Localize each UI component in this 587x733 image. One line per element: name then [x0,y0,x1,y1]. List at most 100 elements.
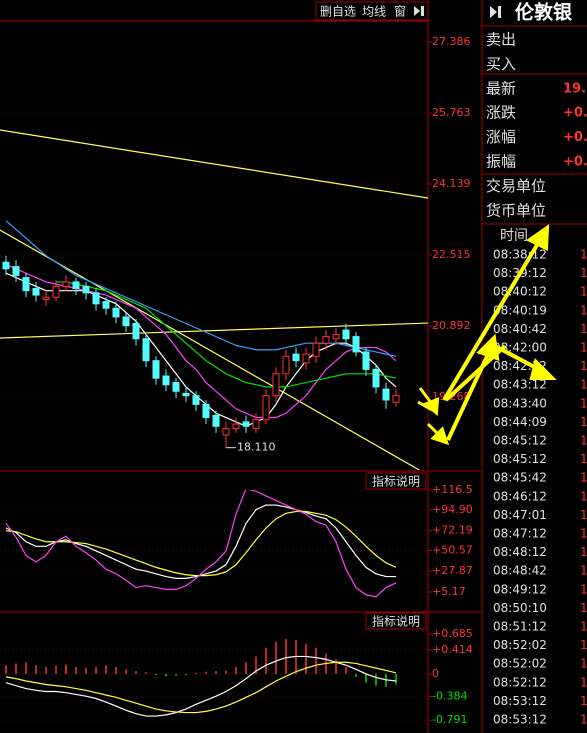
candle-body [172,382,180,392]
trade-time: 08:52:02 [493,638,547,652]
trade-time: 08:52:02 [493,657,547,671]
trade-price: 1 [580,675,587,689]
y-tick-label: 24.139 [432,177,471,190]
arrow-shaft [494,344,541,372]
quote-value: +0.4 [563,155,587,170]
toolbar-button[interactable]: 窗 [394,5,406,19]
indicator-header: 指标说明 [372,614,420,629]
trade-price: 1 [580,508,587,522]
toolbar-button[interactable]: 均线 [362,5,386,19]
arrow-head [430,426,450,446]
candle-body [302,353,310,364]
trade-price: 1 [580,322,587,336]
trade-price: 1 [580,285,587,299]
trade-time: 08:50:10 [493,601,547,615]
indicator-line [5,220,397,357]
candle-body [112,307,120,318]
quote-label: 振幅 [486,153,516,171]
candle-body [2,261,10,270]
candle-body [242,421,250,427]
quote-value: +0.2 [563,130,587,145]
candle-body [362,351,370,370]
indicator-line [56,281,397,388]
trade-time: 08:47:01 [493,508,547,522]
candle-body [282,355,290,375]
arrow-shaft [442,238,542,402]
trade-time: 08:44:09 [493,415,547,429]
trade-price: 1 [580,564,587,578]
trendline [0,322,428,339]
trade-time: 08:40:42 [493,322,547,336]
trade-time: 08:40:12 [493,285,547,299]
candle-body [92,292,100,305]
trades-header: 时间 [500,228,528,244]
trade-price: 1 [580,248,587,262]
candle-body [332,333,340,340]
trade-time: 08:43:40 [493,396,547,410]
trade-time: 08:49:12 [493,582,547,596]
arrow-head [529,358,557,380]
indicator-line [5,661,397,714]
trade-price: 1 [580,601,587,615]
candle-body [122,316,130,327]
trade-price: 1 [580,341,587,355]
trade-price: 1 [580,378,587,392]
quote-label: 货币单位 [486,201,546,219]
candle-body [52,285,60,298]
toolbar-icon[interactable] [414,6,424,16]
y-tick-label: -0.384 [432,689,467,702]
candle-body [212,414,220,427]
toolbar: 删自选 均线 窗 [315,1,429,21]
y-tick-label: 0 [432,667,439,680]
quote-title: 伦敦银 [515,1,573,24]
quote-label: 最新 [486,79,516,97]
y-tick-label: -0.791 [432,713,467,726]
indicator-line [5,263,397,419]
y-tick-label: +72.19 [432,524,473,537]
candle-body [292,353,300,362]
trade-price: 1 [580,415,587,429]
indicator-header: 指标说明 [372,474,420,489]
trade-time: 08:38:12 [493,248,547,262]
trade-price: 1 [580,266,587,280]
quote-label: 买入 [486,55,516,73]
quote-panel-icon[interactable] [490,6,501,18]
candle-body [232,423,240,429]
arrow-shaft [417,400,433,412]
trade-price: 1 [580,359,587,373]
candle-body [182,392,190,397]
candle-body [322,336,330,344]
icon-bar [421,6,424,16]
candle-body [82,285,90,294]
min-label: 18.110 [237,441,276,454]
quote-value: 19.1 [563,81,587,96]
y-tick-label: +5.17 [432,585,466,598]
trade-price: 1 [580,657,587,671]
trade-price: 1 [580,527,587,541]
candle-body [252,419,260,429]
candle-body [382,388,390,401]
y-tick-label: 20.892 [432,319,471,332]
toolbar-button[interactable]: 删自选 [320,5,356,19]
candle-body [372,368,380,388]
y-tick-label: 22.515 [432,248,471,261]
quote-value: +0.0 [563,106,587,121]
trade-price: 1 [580,452,587,466]
trade-time: 08:45:42 [493,471,547,485]
trade-time: 08:48:42 [493,564,547,578]
arrow-shaft [444,344,507,402]
candle-body [352,336,360,353]
trade-price: 1 [580,620,587,634]
trade-price: 1 [580,638,587,652]
candle-body [312,342,320,357]
indicator-line [5,510,397,577]
candle-body [72,281,80,290]
candle-body [342,329,350,340]
y-tick-label: 25.763 [432,106,471,119]
icon-arrow [490,6,497,18]
candle-body [12,266,20,276]
candle-body [142,338,150,362]
trade-price: 1 [580,694,587,708]
